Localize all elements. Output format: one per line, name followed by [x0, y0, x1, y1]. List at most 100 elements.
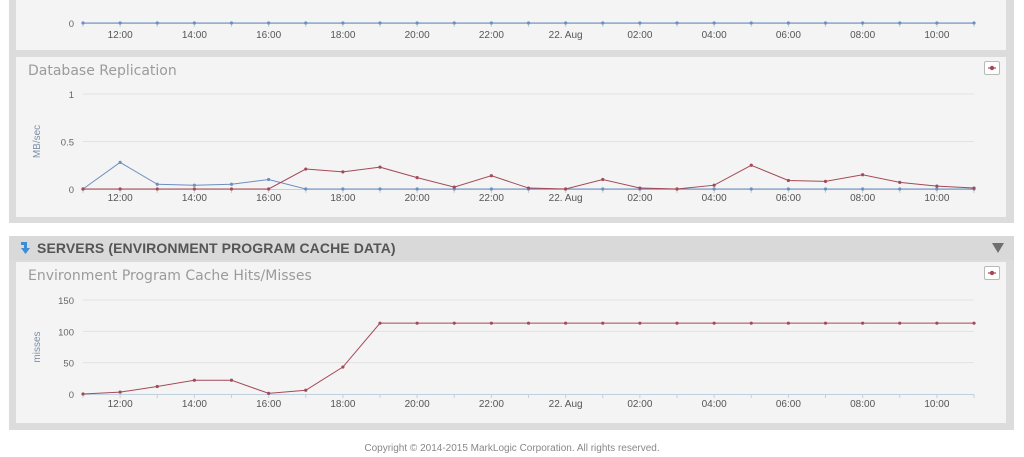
data-point[interactable]: [415, 21, 419, 25]
chart-export-button[interactable]: [984, 266, 1000, 280]
data-point[interactable]: [861, 21, 865, 25]
data-point[interactable]: [935, 21, 939, 25]
data-point[interactable]: [415, 176, 419, 180]
data-point[interactable]: [935, 321, 939, 325]
data-point[interactable]: [786, 187, 790, 191]
data-point[interactable]: [749, 187, 753, 191]
data-point[interactable]: [304, 21, 308, 25]
data-point[interactable]: [378, 187, 382, 191]
data-point[interactable]: [675, 21, 679, 25]
data-point[interactable]: [118, 21, 122, 25]
data-point[interactable]: [712, 21, 716, 25]
section-header[interactable]: SERVERS (ENVIRONMENT PROGRAM CACHE DATA): [9, 236, 1014, 260]
data-point[interactable]: [675, 187, 679, 191]
data-point[interactable]: [192, 183, 196, 187]
data-point[interactable]: [601, 187, 605, 191]
data-point[interactable]: [81, 392, 85, 396]
data-point[interactable]: [341, 170, 345, 174]
data-point[interactable]: [118, 187, 122, 191]
data-point[interactable]: [118, 390, 122, 394]
data-point[interactable]: [229, 21, 234, 25]
data-point[interactable]: [229, 378, 234, 382]
data-point[interactable]: [823, 187, 828, 191]
data-point[interactable]: [378, 21, 382, 25]
data-point[interactable]: [155, 21, 159, 25]
data-point[interactable]: [415, 187, 419, 191]
data-point[interactable]: [638, 21, 642, 25]
arrow-down-icon[interactable]: [19, 241, 32, 255]
data-point[interactable]: [898, 180, 902, 184]
data-point[interactable]: [341, 21, 345, 25]
data-point[interactable]: [749, 21, 753, 25]
data-point[interactable]: [526, 21, 531, 25]
data-point[interactable]: [489, 321, 493, 325]
data-point[interactable]: [786, 21, 790, 25]
data-point[interactable]: [823, 321, 828, 325]
data-point[interactable]: [972, 21, 976, 25]
data-point[interactable]: [341, 365, 345, 369]
data-point[interactable]: [452, 21, 456, 25]
data-point[interactable]: [749, 321, 753, 325]
triangle-down-icon[interactable]: [992, 242, 1004, 254]
data-point[interactable]: [861, 173, 865, 177]
data-point[interactable]: [861, 321, 865, 325]
data-point[interactable]: [601, 321, 605, 325]
data-point[interactable]: [489, 187, 493, 191]
data-point[interactable]: [898, 21, 902, 25]
data-point[interactable]: [81, 187, 85, 191]
data-point[interactable]: [638, 186, 642, 190]
data-point[interactable]: [898, 321, 902, 325]
data-point[interactable]: [526, 321, 531, 325]
data-point[interactable]: [564, 187, 568, 191]
x-tick-label: 12:00: [108, 399, 133, 410]
data-point[interactable]: [786, 178, 790, 183]
data-point[interactable]: [192, 378, 196, 382]
data-point[interactable]: [823, 179, 828, 183]
data-point[interactable]: [638, 321, 642, 325]
data-point[interactable]: [267, 187, 271, 191]
data-point[interactable]: [489, 21, 493, 25]
data-point[interactable]: [229, 182, 234, 186]
data-point[interactable]: [712, 183, 716, 187]
data-point[interactable]: [564, 21, 568, 25]
data-point[interactable]: [526, 186, 531, 190]
data-point[interactable]: [155, 384, 159, 389]
data-point[interactable]: [267, 177, 271, 182]
data-point[interactable]: [601, 177, 605, 182]
data-point[interactable]: [378, 165, 382, 169]
y-axis-label: MB/sec: [32, 125, 43, 158]
chart-export-button[interactable]: [984, 61, 1000, 75]
data-point[interactable]: [786, 321, 790, 325]
data-point[interactable]: [229, 187, 234, 191]
data-point[interactable]: [861, 187, 865, 191]
data-point[interactable]: [935, 184, 939, 188]
data-point[interactable]: [898, 187, 902, 191]
data-point[interactable]: [155, 182, 159, 186]
data-point[interactable]: [601, 21, 605, 25]
data-point[interactable]: [304, 167, 308, 171]
data-point[interactable]: [972, 321, 976, 325]
data-point[interactable]: [972, 186, 976, 190]
data-point[interactable]: [192, 21, 196, 25]
data-point[interactable]: [304, 187, 308, 191]
data-point[interactable]: [304, 388, 308, 392]
data-point[interactable]: [81, 21, 85, 25]
data-point[interactable]: [712, 321, 716, 325]
data-point[interactable]: [675, 321, 679, 325]
data-point[interactable]: [378, 321, 382, 325]
data-point[interactable]: [415, 321, 419, 325]
data-point[interactable]: [935, 187, 939, 191]
data-point[interactable]: [823, 21, 828, 25]
data-point[interactable]: [341, 187, 345, 191]
data-point[interactable]: [192, 187, 196, 191]
data-point[interactable]: [564, 321, 568, 325]
data-point[interactable]: [267, 21, 271, 25]
data-point[interactable]: [155, 187, 159, 191]
data-point[interactable]: [712, 187, 716, 191]
data-point[interactable]: [489, 174, 493, 178]
data-point[interactable]: [118, 160, 122, 164]
data-point[interactable]: [749, 163, 753, 167]
data-point[interactable]: [452, 185, 456, 189]
data-point[interactable]: [452, 321, 456, 325]
data-point[interactable]: [267, 391, 271, 395]
